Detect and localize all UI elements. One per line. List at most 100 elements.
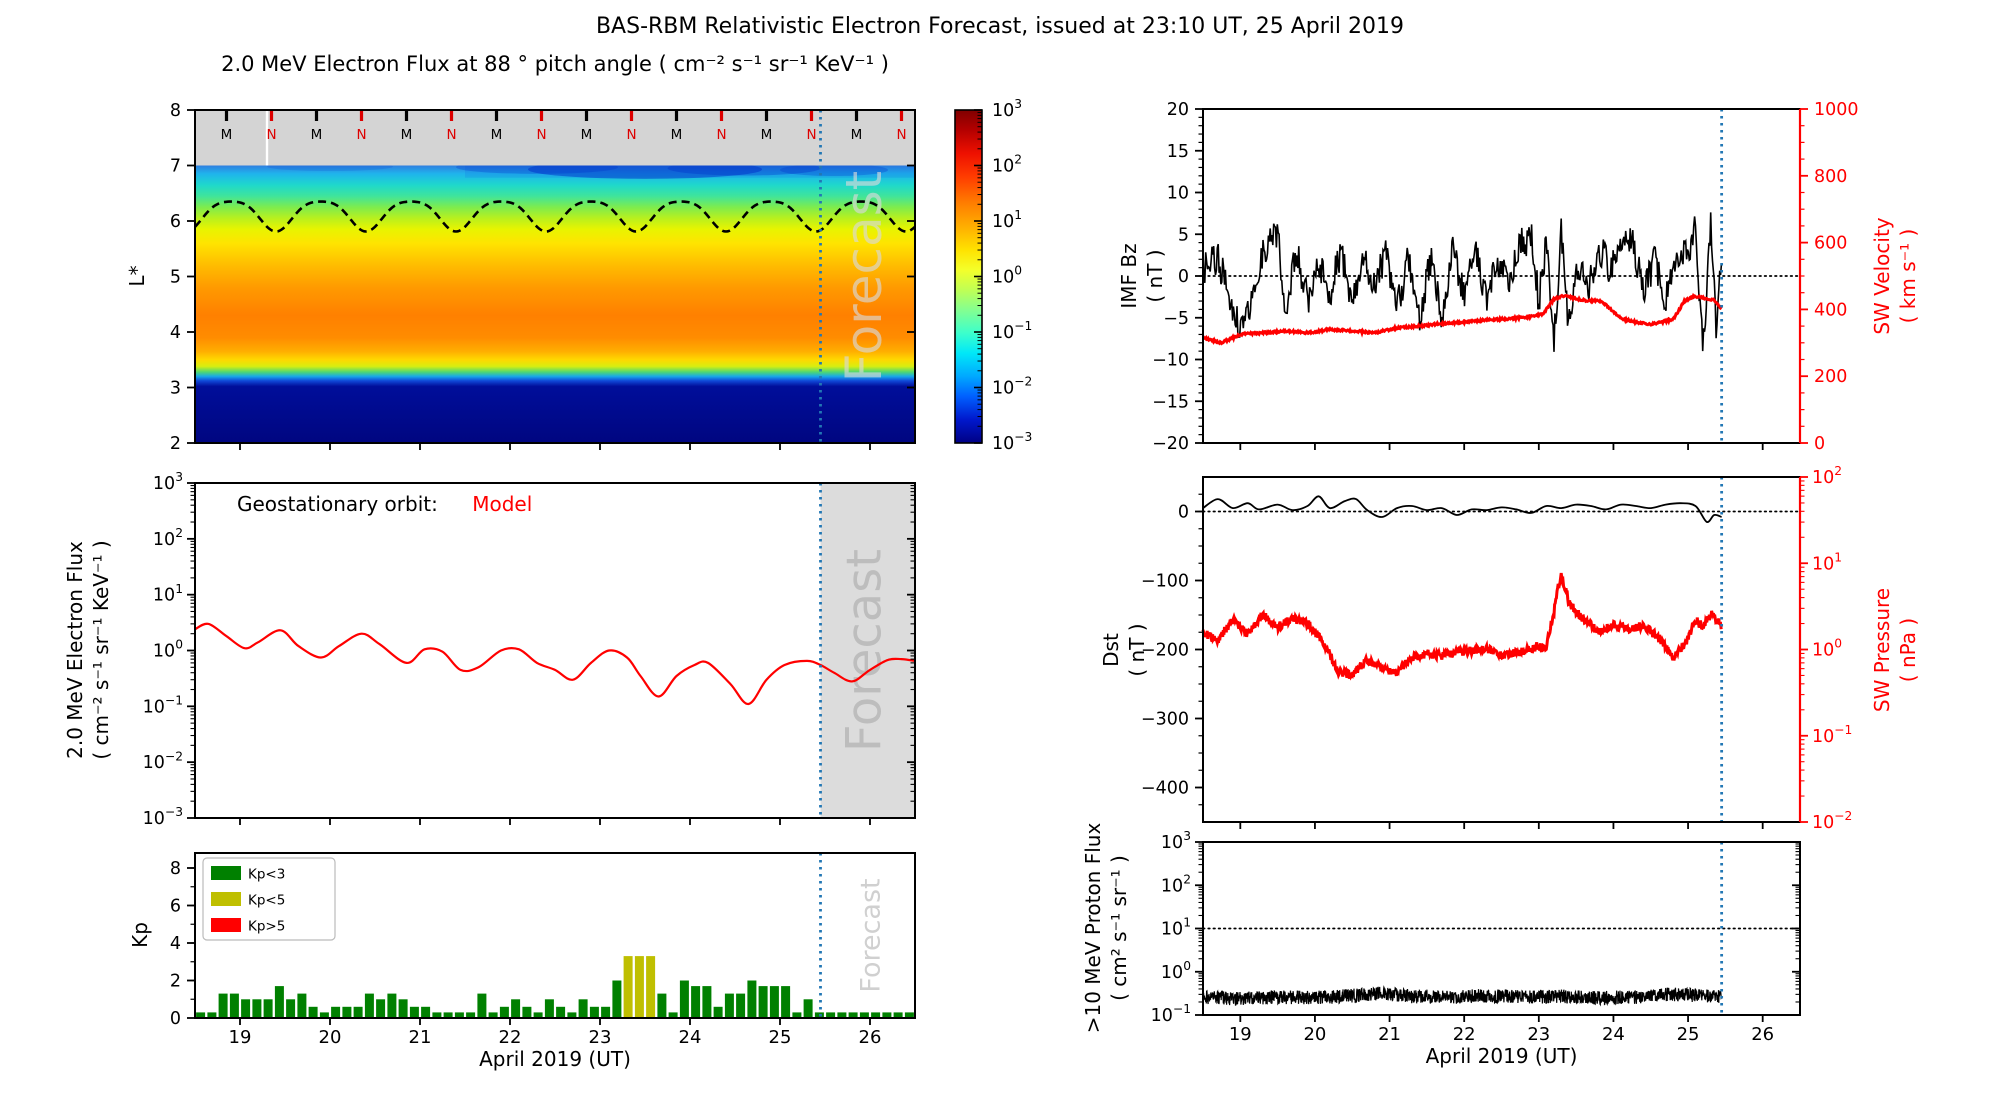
kp-bar bbox=[533, 1012, 543, 1018]
sw-velocity-line bbox=[1202, 292, 1723, 346]
svg-text:10−2: 10−2 bbox=[1812, 809, 1852, 833]
forecast-watermark: Forecast bbox=[835, 171, 893, 383]
kp-bar bbox=[398, 999, 408, 1019]
mn-marker-label: M bbox=[581, 127, 593, 143]
svg-text:100: 100 bbox=[1812, 637, 1842, 661]
kp-bar bbox=[274, 986, 284, 1018]
data-gap-line bbox=[265, 111, 269, 166]
kp-bar bbox=[646, 956, 656, 1018]
sw-velocity-ylabel: SW Velocity ( km s⁻¹ ) bbox=[1869, 217, 1921, 334]
kp-bar bbox=[522, 1006, 532, 1019]
svg-text:26: 26 bbox=[859, 1027, 882, 1048]
svg-text:101: 101 bbox=[1161, 916, 1191, 940]
svg-text:0: 0 bbox=[1178, 503, 1189, 523]
svg-text:10−3: 10−3 bbox=[992, 430, 1032, 454]
svg-text:600: 600 bbox=[1814, 234, 1847, 254]
proton-flux-ylabel-line1: >10 MeV Proton Flux bbox=[1081, 822, 1105, 1034]
heatmap-blue-patch bbox=[267, 165, 393, 172]
imf-bz-ylabel-line1: IMF Bz bbox=[1117, 243, 1141, 309]
kp-bar bbox=[679, 980, 689, 1018]
svg-text:0: 0 bbox=[170, 1009, 181, 1029]
svg-text:19: 19 bbox=[1229, 1024, 1252, 1045]
kp-bar bbox=[702, 986, 712, 1018]
svg-text:−400: −400 bbox=[1141, 779, 1189, 799]
sw-velocity-ylabel-line1: SW Velocity bbox=[1870, 217, 1894, 335]
proton-flux-ylabel: >10 MeV Proton Flux ( cm² s⁻¹ sr⁻¹ ) bbox=[1080, 823, 1132, 1034]
colorbar: 103 102 101 100 10−1 10−2 10−3 bbox=[954, 97, 1032, 454]
svg-text:1000: 1000 bbox=[1814, 100, 1859, 120]
mn-marker-label: N bbox=[896, 127, 906, 143]
kp-bar bbox=[454, 1012, 464, 1018]
svg-text:20: 20 bbox=[1303, 1024, 1326, 1045]
svg-text:10−2: 10−2 bbox=[992, 375, 1032, 399]
heatmap-image bbox=[195, 165, 915, 443]
sw-velocity-ylabel-line2: ( km s⁻¹ ) bbox=[1896, 228, 1920, 324]
svg-text:102: 102 bbox=[153, 526, 183, 550]
svg-text:102: 102 bbox=[1812, 464, 1842, 488]
svg-text:21: 21 bbox=[409, 1027, 432, 1048]
kp-legend-swatch bbox=[211, 866, 241, 880]
svg-text:−5: −5 bbox=[1163, 309, 1189, 329]
mn-marker-label: N bbox=[806, 127, 816, 143]
svg-text:102: 102 bbox=[1161, 872, 1191, 896]
svg-text:200: 200 bbox=[1814, 367, 1847, 387]
kp-bar bbox=[241, 999, 251, 1019]
svg-text:10−1: 10−1 bbox=[1812, 723, 1852, 747]
kp-bar bbox=[781, 986, 791, 1018]
kp-bar bbox=[837, 1012, 847, 1018]
kp-legend: Kp<3 Kp<5 Kp>5 bbox=[202, 857, 336, 941]
kp-bar bbox=[736, 993, 746, 1018]
mn-marker-label: N bbox=[626, 127, 636, 143]
svg-text:100: 100 bbox=[1161, 959, 1191, 983]
kp-legend-label: Kp>5 bbox=[248, 919, 285, 935]
svg-text:6: 6 bbox=[170, 212, 181, 232]
svg-text:100: 100 bbox=[153, 638, 183, 662]
kp-bar bbox=[556, 1006, 566, 1019]
kp-bar bbox=[511, 999, 521, 1019]
sw-pressure-ylabel: SW Pressure ( nPa ) bbox=[1869, 588, 1921, 712]
forecast-watermark: Forecast bbox=[836, 549, 892, 752]
kp-bar bbox=[691, 986, 701, 1018]
electron-flux-ylabel: 2.0 MeV Electron Flux ( cm⁻² s⁻¹ sr⁻¹ Ke… bbox=[62, 540, 114, 759]
svg-text:3: 3 bbox=[170, 379, 181, 399]
kp-bar bbox=[904, 1012, 914, 1018]
svg-text:800: 800 bbox=[1814, 167, 1847, 187]
mn-marker-label: M bbox=[761, 127, 773, 143]
kp-bar bbox=[466, 1012, 476, 1018]
imf-bz-line bbox=[1202, 212, 1723, 352]
kp-bar bbox=[331, 1006, 341, 1019]
panel-electron-flux-heatmap: M N M N M N M N M N M N M N M N Forecast 2 3 4 5 6 7 8 103 102 101… bbox=[170, 97, 1032, 454]
heatmap-blue-patch bbox=[528, 165, 762, 179]
svg-text:8: 8 bbox=[170, 859, 181, 879]
mn-marker-label: N bbox=[716, 127, 726, 143]
mn-marker-label: N bbox=[266, 127, 276, 143]
svg-text:7: 7 bbox=[170, 157, 181, 177]
svg-text:2: 2 bbox=[170, 972, 181, 992]
panel-border bbox=[1202, 476, 1801, 823]
svg-text:24: 24 bbox=[1602, 1024, 1625, 1045]
kp-bar bbox=[409, 1006, 419, 1019]
svg-text:0: 0 bbox=[1814, 434, 1825, 454]
svg-text:22: 22 bbox=[1453, 1024, 1476, 1045]
xlabel-left: April 2019 (UT) bbox=[479, 1047, 631, 1071]
svg-text:−100: −100 bbox=[1141, 572, 1189, 592]
svg-text:103: 103 bbox=[153, 470, 183, 494]
svg-text:10−2: 10−2 bbox=[143, 749, 183, 773]
kp-bar bbox=[769, 986, 779, 1018]
heatmap-blue-patch bbox=[456, 165, 618, 174]
svg-text:100: 100 bbox=[992, 264, 1022, 288]
svg-text:400: 400 bbox=[1814, 300, 1847, 320]
svg-text:10−1: 10−1 bbox=[992, 319, 1032, 343]
svg-text:4: 4 bbox=[170, 934, 181, 954]
svg-text:102: 102 bbox=[992, 153, 1022, 177]
kp-bar bbox=[376, 999, 386, 1019]
svg-text:101: 101 bbox=[153, 582, 183, 606]
mn-marker-label: M bbox=[221, 127, 233, 143]
panel-dst-sw-pressure: 0 −100 −200 −300 −400 10−2 10−1 100 101 102 bbox=[1141, 464, 1852, 833]
svg-text:103: 103 bbox=[1161, 829, 1191, 853]
kp-bar bbox=[319, 1012, 329, 1018]
svg-text:5: 5 bbox=[1178, 225, 1189, 245]
kp-bar bbox=[218, 993, 228, 1018]
kp-bar bbox=[432, 1012, 442, 1018]
electron-flux-ylabel-line2: ( cm⁻² s⁻¹ sr⁻¹ KeV⁻¹ ) bbox=[89, 540, 113, 760]
